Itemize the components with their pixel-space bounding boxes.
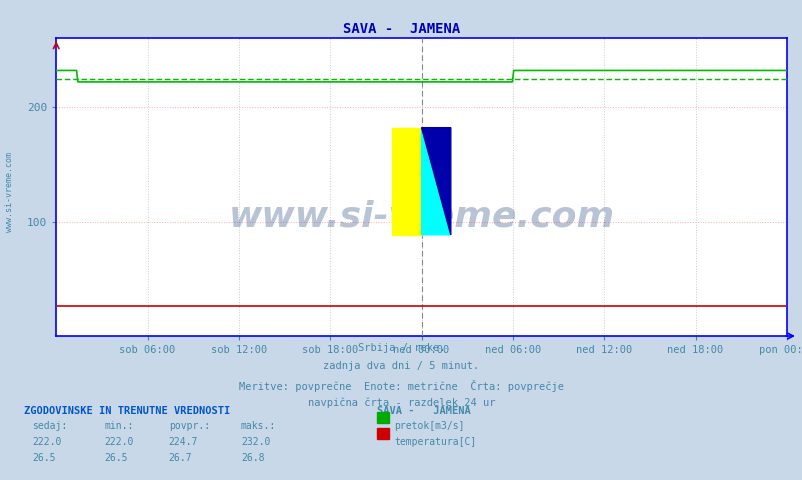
Polygon shape: [421, 128, 450, 235]
Polygon shape: [421, 128, 450, 235]
Text: min.:: min.:: [104, 421, 134, 432]
Text: 222.0: 222.0: [104, 437, 134, 447]
Text: 26.8: 26.8: [241, 453, 264, 463]
Text: ZGODOVINSKE IN TRENUTNE VREDNOSTI: ZGODOVINSKE IN TRENUTNE VREDNOSTI: [24, 406, 230, 416]
Text: 26.5: 26.5: [104, 453, 128, 463]
Text: 26.5: 26.5: [32, 453, 55, 463]
Text: maks.:: maks.:: [241, 421, 276, 432]
Text: Srbija / reke.: Srbija / reke.: [358, 343, 444, 353]
Text: 222.0: 222.0: [32, 437, 62, 447]
Text: SAVA -   JAMENA: SAVA - JAMENA: [377, 406, 471, 416]
Text: temperatura[C]: temperatura[C]: [394, 437, 476, 447]
Text: sedaj:: sedaj:: [32, 421, 67, 432]
Text: 224.7: 224.7: [168, 437, 198, 447]
Text: povpr.:: povpr.:: [168, 421, 209, 432]
Bar: [392, 128, 421, 235]
Text: SAVA -  JAMENA: SAVA - JAMENA: [342, 22, 460, 36]
Text: www.si-vreme.com: www.si-vreme.com: [229, 200, 614, 234]
Text: Meritve: povprečne  Enote: metrične  Črta: povprečje: Meritve: povprečne Enote: metrične Črta:…: [239, 380, 563, 392]
Text: www.si-vreme.com: www.si-vreme.com: [5, 152, 14, 232]
Text: navpična črta - razdelek 24 ur: navpična črta - razdelek 24 ur: [307, 398, 495, 408]
Text: zadnja dva dni / 5 minut.: zadnja dva dni / 5 minut.: [323, 361, 479, 372]
Text: 26.7: 26.7: [168, 453, 192, 463]
Text: pretok[m3/s]: pretok[m3/s]: [394, 421, 464, 432]
Text: 232.0: 232.0: [241, 437, 270, 447]
